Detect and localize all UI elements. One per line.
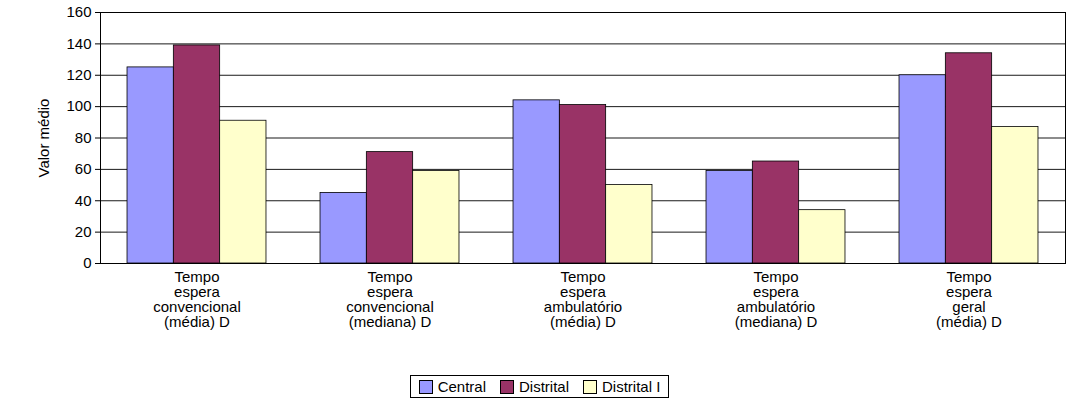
svg-text:120: 120 <box>66 66 91 83</box>
svg-text:0: 0 <box>83 254 91 271</box>
svg-text:Tempoesperageral(média) D: Tempoesperageral(média) D <box>936 268 1002 330</box>
svg-text:Tempoesperaconvencional(median: Tempoesperaconvencional(mediana) D <box>346 268 434 330</box>
svg-text:Tempoesperaconvencional(média): Tempoesperaconvencional(média) D <box>153 268 241 330</box>
svg-text:140: 140 <box>66 35 91 52</box>
svg-text:40: 40 <box>75 192 92 209</box>
html-text:Central: Central <box>437 378 486 395</box>
svg-text:160: 160 <box>66 3 91 20</box>
svg-text:Valor médio: Valor médio <box>35 99 52 178</box>
svg-text:20: 20 <box>75 223 92 240</box>
svg-text:100: 100 <box>66 97 91 114</box>
svg-text:60: 60 <box>75 160 92 177</box>
svg-text:Tempoesperaambulatório(mediana: Tempoesperaambulatório(mediana) D <box>735 268 818 330</box>
html-text:Distrital: Distrital <box>519 378 569 395</box>
svg-text:80: 80 <box>75 129 92 146</box>
svg-text:Tempoesperaambulatório(média): Tempoesperaambulatório(média) D <box>544 268 622 330</box>
html-text:Distrital I: Distrital I <box>602 378 661 395</box>
